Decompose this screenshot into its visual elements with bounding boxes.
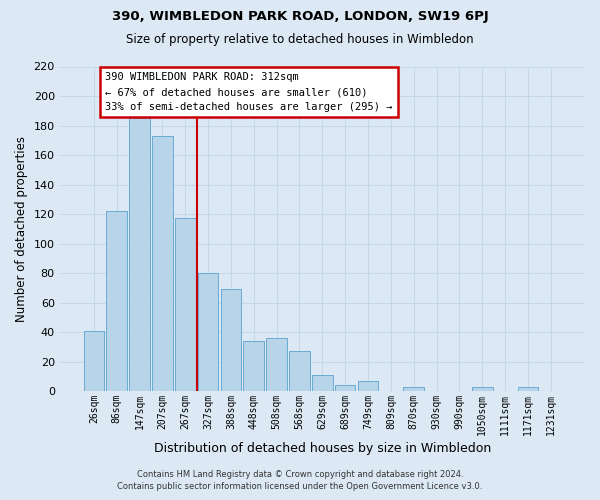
Bar <box>244 341 264 391</box>
Bar <box>289 352 310 391</box>
Bar <box>175 218 196 391</box>
Bar <box>83 330 104 391</box>
X-axis label: Distribution of detached houses by size in Wimbledon: Distribution of detached houses by size … <box>154 442 491 455</box>
Text: 390 WIMBLEDON PARK ROAD: 312sqm
← 67% of detached houses are smaller (610)
33% o: 390 WIMBLEDON PARK ROAD: 312sqm ← 67% of… <box>105 72 393 112</box>
Bar <box>106 211 127 391</box>
Bar <box>335 386 355 391</box>
Bar <box>266 338 287 391</box>
Bar <box>518 386 538 391</box>
Text: 390, WIMBLEDON PARK ROAD, LONDON, SW19 6PJ: 390, WIMBLEDON PARK ROAD, LONDON, SW19 6… <box>112 10 488 23</box>
Bar <box>198 273 218 391</box>
Text: Contains HM Land Registry data © Crown copyright and database right 2024.
Contai: Contains HM Land Registry data © Crown c… <box>118 470 482 491</box>
Bar <box>403 386 424 391</box>
Bar <box>152 136 173 391</box>
Y-axis label: Number of detached properties: Number of detached properties <box>15 136 28 322</box>
Bar <box>221 290 241 391</box>
Bar <box>358 381 379 391</box>
Text: Size of property relative to detached houses in Wimbledon: Size of property relative to detached ho… <box>126 32 474 46</box>
Bar <box>472 386 493 391</box>
Bar <box>312 375 332 391</box>
Bar <box>129 118 150 391</box>
